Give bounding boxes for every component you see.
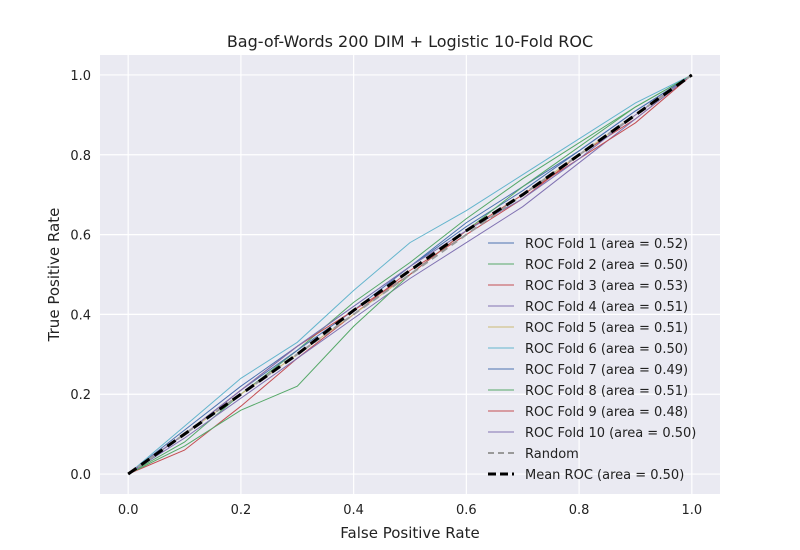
legend-label: ROC Fold 9 (area = 0.48) <box>525 405 688 420</box>
x-tick-label: 1.0 <box>681 503 702 518</box>
legend-label: Random <box>525 447 579 462</box>
legend-label: ROC Fold 5 (area = 0.51) <box>525 321 688 336</box>
legend-label: ROC Fold 2 (area = 0.50) <box>525 258 688 273</box>
chart-title: Bag-of-Words 200 DIM + Logistic 10-Fold … <box>227 32 593 51</box>
legend-label: ROC Fold 10 (area = 0.50) <box>525 426 696 441</box>
legend-label: ROC Fold 7 (area = 0.49) <box>525 363 688 378</box>
y-tick-label: 1.0 <box>70 69 91 84</box>
series-line <box>127 74 693 475</box>
y-tick-labels: 0.0 0.2 0.4 0.6 0.8 1.0 <box>70 69 91 483</box>
x-tick-labels: 0.0 0.2 0.4 0.6 0.8 1.0 <box>118 503 702 518</box>
y-tick-label: 0.8 <box>70 149 91 164</box>
y-tick-label: 0.6 <box>70 229 91 244</box>
legend-label: ROC Fold 1 (area = 0.52) <box>525 237 688 252</box>
x-tick-label: 0.6 <box>456 503 477 518</box>
x-axis-label: False Positive Rate <box>340 524 479 542</box>
legend-label: ROC Fold 6 (area = 0.50) <box>525 342 688 357</box>
legend-label: Mean ROC (area = 0.50) <box>525 468 684 483</box>
legend-label: ROC Fold 8 (area = 0.51) <box>525 384 688 399</box>
series-layer <box>127 73 693 476</box>
legend-label: ROC Fold 4 (area = 0.51) <box>525 300 688 315</box>
x-tick-label: 0.8 <box>569 503 590 518</box>
x-tick-label: 0.0 <box>118 503 139 518</box>
y-axis-label: True Positive Rate <box>45 208 63 343</box>
series-line <box>127 73 693 476</box>
y-tick-label: 0.0 <box>70 468 91 483</box>
series-line <box>128 74 693 475</box>
y-tick-label: 0.2 <box>70 388 91 403</box>
legend: ROC Fold 1 (area = 0.52) ROC Fold 2 (area… <box>488 237 696 483</box>
y-tick-label: 0.4 <box>70 308 91 323</box>
grid <box>100 55 720 494</box>
legend-label: ROC Fold 3 (area = 0.53) <box>525 279 688 294</box>
series-line <box>127 74 693 475</box>
x-tick-label: 0.2 <box>231 503 252 518</box>
x-tick-label: 0.4 <box>343 503 364 518</box>
series-line <box>127 74 693 475</box>
series-line <box>127 74 693 475</box>
